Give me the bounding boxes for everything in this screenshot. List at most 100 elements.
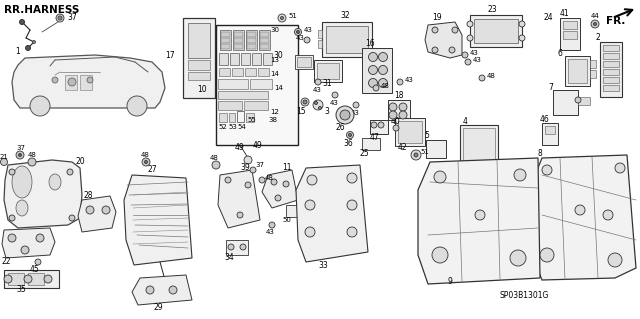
Text: 43: 43	[266, 229, 275, 235]
Bar	[8, 273, 24, 285]
Text: 53: 53	[228, 124, 237, 130]
Bar	[286, 205, 300, 217]
Bar	[603, 77, 619, 83]
Bar	[244, 101, 268, 110]
Text: 43: 43	[405, 77, 414, 83]
Circle shape	[378, 122, 384, 128]
Text: 25: 25	[360, 149, 370, 158]
Bar	[362, 48, 392, 93]
Bar	[241, 53, 250, 65]
Circle shape	[347, 227, 357, 237]
Circle shape	[452, 27, 458, 33]
Circle shape	[24, 275, 32, 283]
Bar	[65, 75, 77, 90]
Polygon shape	[418, 158, 540, 284]
Polygon shape	[262, 170, 298, 208]
Text: 43: 43	[470, 50, 479, 56]
Polygon shape	[78, 196, 116, 232]
Circle shape	[475, 210, 485, 220]
Bar	[603, 85, 619, 91]
Text: 9: 9	[448, 278, 453, 286]
Text: 43: 43	[330, 100, 339, 106]
Circle shape	[542, 165, 552, 175]
Circle shape	[303, 100, 307, 104]
Circle shape	[275, 195, 281, 201]
Polygon shape	[425, 22, 462, 58]
Circle shape	[349, 133, 351, 137]
Circle shape	[591, 20, 599, 28]
Circle shape	[304, 37, 310, 43]
Circle shape	[432, 47, 438, 53]
Text: 47: 47	[370, 132, 380, 142]
Circle shape	[414, 153, 418, 157]
Bar	[314, 60, 342, 82]
Circle shape	[315, 79, 321, 85]
Bar	[218, 101, 242, 110]
Text: 17: 17	[165, 51, 175, 61]
Text: 19: 19	[432, 12, 442, 21]
Circle shape	[271, 179, 277, 185]
Text: 51: 51	[288, 13, 297, 19]
Bar	[219, 68, 230, 76]
Circle shape	[280, 17, 284, 19]
Text: 16: 16	[365, 39, 374, 48]
Circle shape	[240, 244, 246, 250]
Bar	[220, 30, 231, 50]
Circle shape	[593, 23, 596, 26]
Circle shape	[462, 52, 468, 58]
Bar	[247, 44, 256, 49]
Text: 1: 1	[15, 48, 20, 56]
Circle shape	[449, 47, 455, 53]
Text: 49: 49	[253, 140, 263, 150]
Circle shape	[8, 234, 16, 242]
Text: 43: 43	[304, 27, 313, 33]
Circle shape	[33, 41, 35, 43]
Text: 11: 11	[282, 164, 291, 173]
Circle shape	[102, 206, 110, 214]
Bar	[260, 32, 269, 37]
Text: 13: 13	[270, 57, 279, 63]
Bar	[463, 128, 495, 164]
Text: 24: 24	[543, 12, 552, 21]
Text: 44: 44	[591, 13, 600, 19]
Bar	[229, 113, 235, 122]
Circle shape	[307, 175, 317, 185]
Bar	[252, 53, 261, 65]
Bar	[603, 45, 619, 51]
Circle shape	[56, 14, 64, 22]
Circle shape	[9, 215, 15, 221]
Bar	[474, 19, 518, 43]
Text: 48: 48	[210, 155, 219, 161]
Text: 3: 3	[324, 108, 329, 116]
Text: 4: 4	[463, 117, 468, 127]
Circle shape	[399, 103, 407, 111]
Circle shape	[378, 78, 387, 87]
Bar	[247, 32, 256, 37]
Text: 43: 43	[351, 110, 360, 116]
Bar	[553, 90, 578, 115]
Text: 33: 33	[318, 261, 328, 270]
Text: 26: 26	[336, 123, 346, 132]
Bar	[183, 18, 215, 98]
Circle shape	[259, 177, 265, 183]
Circle shape	[397, 79, 403, 85]
Circle shape	[479, 75, 485, 81]
Text: 30: 30	[270, 27, 279, 33]
Text: 14: 14	[274, 85, 283, 91]
Circle shape	[278, 14, 286, 22]
Bar	[221, 44, 230, 49]
Circle shape	[389, 103, 397, 111]
Text: SP03B1301G: SP03B1301G	[500, 291, 549, 300]
Circle shape	[519, 35, 525, 41]
Circle shape	[373, 85, 379, 91]
Text: 51: 51	[420, 149, 429, 155]
Circle shape	[127, 96, 147, 116]
Bar	[188, 72, 210, 80]
Bar	[260, 44, 269, 49]
Circle shape	[369, 78, 378, 87]
Text: 43: 43	[473, 57, 482, 63]
Bar	[247, 38, 256, 43]
Bar	[230, 53, 239, 65]
Bar	[259, 30, 270, 50]
Bar	[542, 123, 558, 145]
